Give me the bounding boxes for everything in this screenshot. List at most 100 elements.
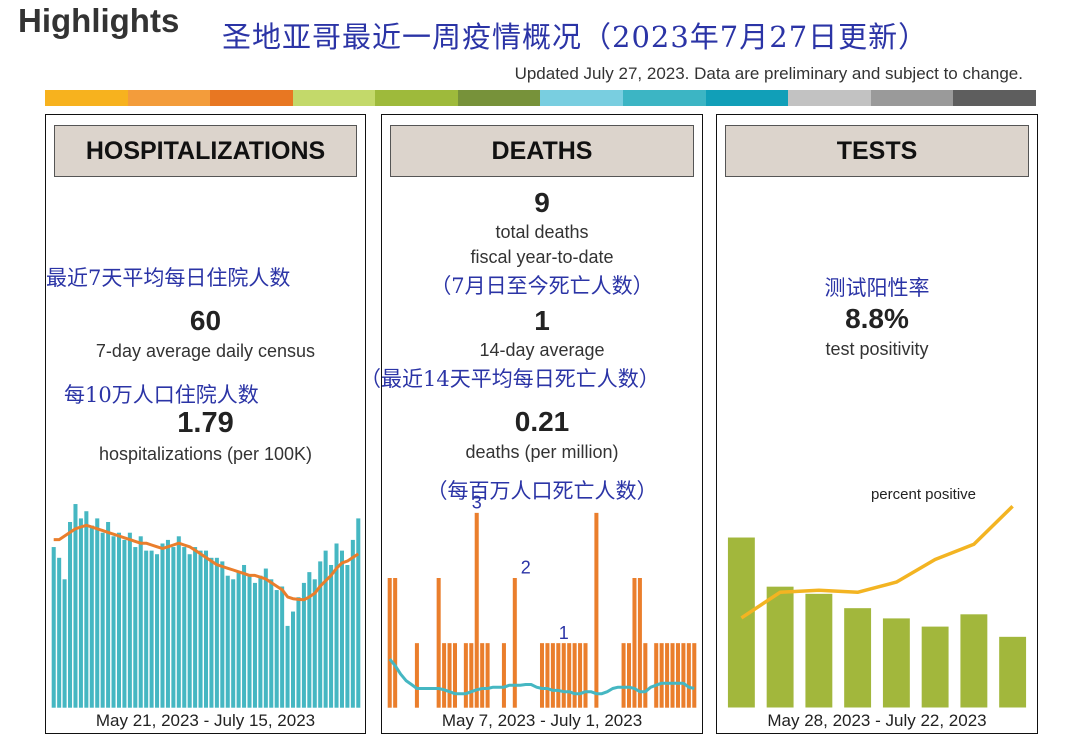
deaths-total-label: total deaths xyxy=(495,222,589,242)
tests-positivity-line xyxy=(740,505,1014,620)
hosp-bar xyxy=(170,546,176,709)
deaths-bar xyxy=(577,642,583,709)
hosp-bar xyxy=(225,575,231,709)
hosp-bar xyxy=(339,550,345,709)
hosp-bar xyxy=(110,535,117,709)
tests-bar xyxy=(726,536,756,709)
hosp-bar xyxy=(127,532,133,709)
deaths-bar xyxy=(659,642,665,709)
hosp-bar xyxy=(263,567,269,709)
hosp-bar xyxy=(197,550,204,709)
hosp-bar xyxy=(159,542,166,709)
hosp-bar xyxy=(105,521,111,709)
color-bar-segment xyxy=(953,90,1036,106)
deaths-bar xyxy=(539,642,545,709)
deaths-bar xyxy=(582,642,589,709)
hosp-bar xyxy=(203,550,209,709)
hosp-rate-value: 1.79 xyxy=(177,407,234,439)
deaths-bar xyxy=(414,642,420,709)
color-bar-segment xyxy=(788,90,871,106)
hosp-cn-avg-label: 最近7天平均每日住院人数 xyxy=(46,266,291,290)
deaths-chart: 3 2 1 xyxy=(387,493,697,709)
hosp-bar xyxy=(301,582,307,709)
hosp-bar xyxy=(83,510,89,709)
deaths-bar xyxy=(653,642,659,709)
hosp-date-range: May 21, 2023 - July 15, 2023 xyxy=(95,711,316,730)
deaths-avg-line xyxy=(388,658,695,696)
color-bar xyxy=(45,90,1036,106)
tests-bar xyxy=(959,613,989,709)
hosp-bar xyxy=(295,596,302,709)
hosp-bar xyxy=(219,560,225,709)
deaths-bar xyxy=(675,642,681,709)
deaths-bar xyxy=(392,577,398,709)
hosp-bar xyxy=(132,546,138,709)
hospitalizations-chart xyxy=(51,503,361,709)
hosp-bar xyxy=(214,557,220,709)
deaths-bar xyxy=(664,642,670,709)
deaths-bar xyxy=(468,642,474,709)
deaths-avg-value: 1 xyxy=(534,305,550,336)
hosp-bar xyxy=(121,539,128,709)
deaths-bar xyxy=(572,642,578,709)
tests-bar xyxy=(998,635,1028,709)
hosp-bar xyxy=(252,582,258,709)
hosp-bar xyxy=(290,610,296,709)
hosp-bar xyxy=(333,542,340,709)
deaths-bar xyxy=(484,642,491,709)
hosp-bar xyxy=(116,532,122,709)
tests-heading: TESTS xyxy=(725,125,1029,177)
hosp-bar xyxy=(312,578,318,709)
deaths-bar xyxy=(512,577,518,709)
hosp-bar xyxy=(100,532,106,709)
deaths-heading: DEATHS xyxy=(390,125,694,177)
hospitalizations-heading: HOSPITALIZATIONS xyxy=(54,125,357,177)
hospitalizations-panel: HOSPITALIZATIONS 最近7天平均每日住院人数 60 7-day a… xyxy=(45,114,366,734)
percent-positive-label: percent positive xyxy=(871,486,976,503)
hosp-bar xyxy=(317,560,323,709)
hosp-avg-line xyxy=(53,523,360,602)
deaths-bar xyxy=(691,642,697,709)
deaths-rate-value: 0.21 xyxy=(514,406,570,437)
color-bar-segment xyxy=(292,90,376,106)
hosp-bar xyxy=(176,535,182,709)
hosp-bar xyxy=(284,625,291,709)
deaths-bar xyxy=(620,642,627,709)
tests-bar xyxy=(881,617,911,709)
hosp-bar xyxy=(241,564,247,709)
deaths-bar xyxy=(479,642,485,709)
tests-chart: percent positive xyxy=(726,486,1028,709)
deaths-bar xyxy=(631,577,638,709)
color-bar-segment xyxy=(540,90,624,106)
hosp-bar xyxy=(323,550,329,709)
deaths-annotation: 1 xyxy=(559,623,569,643)
hosp-rate-label: hospitalizations (per 100K) xyxy=(98,444,313,464)
hosp-bar xyxy=(165,539,171,709)
hosp-bar xyxy=(154,553,160,709)
deaths-bar xyxy=(387,577,393,709)
hosp-bar xyxy=(138,535,144,709)
deaths-cn-avg-label: （最近14天平均每日死亡人数） xyxy=(360,367,660,391)
deaths-avg-label: 14-day average xyxy=(479,340,605,360)
tests-rate-value: 8.8% xyxy=(845,303,909,334)
hosp-bar xyxy=(230,578,236,709)
highlights-title: Highlights xyxy=(18,2,180,39)
deaths-fiscal-label: fiscal year-to-date xyxy=(470,247,614,267)
deaths-rate-label: deaths (per million) xyxy=(465,442,619,462)
hosp-bar xyxy=(61,578,68,709)
deaths-bar xyxy=(561,642,567,709)
hosp-bar xyxy=(67,521,73,709)
hosp-bar xyxy=(143,550,149,709)
hosp-bar xyxy=(181,546,187,709)
deaths-cn-total-label: （7月日至今死亡人数） xyxy=(430,274,654,298)
updated-note: Updated July 27, 2023. Data are prelimin… xyxy=(514,64,1023,83)
chinese-page-title: 圣地亚哥最近一周疫情概况（2023年7月27日更新） xyxy=(222,20,929,54)
hosp-bar xyxy=(257,575,264,709)
deaths-bar xyxy=(593,512,600,709)
hosp-bar xyxy=(355,517,361,709)
tests-date-range: May 28, 2023 - July 22, 2023 xyxy=(767,711,987,730)
deaths-bar xyxy=(544,642,551,709)
tests-bar xyxy=(920,625,950,709)
hosp-cn-rate-label: 每10万人口住院人数 xyxy=(64,383,259,407)
tests-bar xyxy=(765,585,795,709)
